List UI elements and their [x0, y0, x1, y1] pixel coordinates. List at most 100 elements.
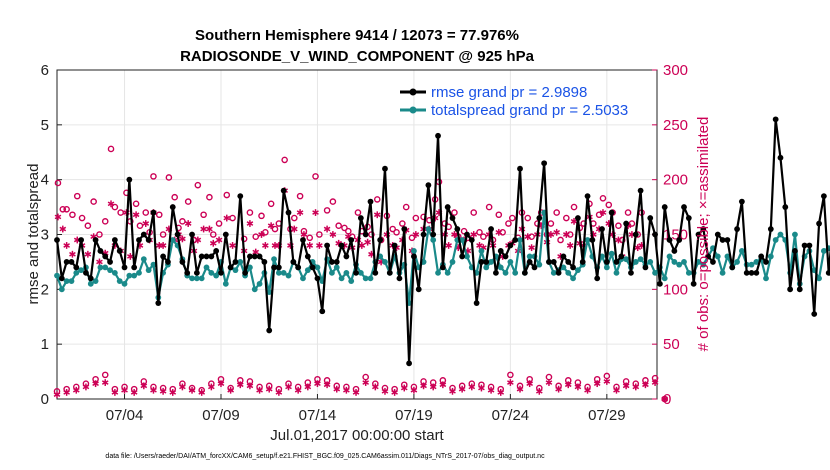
- rmse-point: [618, 253, 625, 260]
- totalspread-point: [767, 253, 774, 260]
- totalspread-point: [58, 286, 65, 293]
- rmse-point: [174, 231, 181, 238]
- obs-assimilated-stroke: [458, 386, 466, 392]
- rmse-point: [338, 242, 345, 249]
- totalspread-point: [382, 259, 388, 265]
- obs-assimilated-marker: [96, 258, 103, 266]
- rmse-point: [382, 165, 388, 172]
- obs-assimilated-stroke: [439, 382, 447, 388]
- obs-possible-marker: [78, 214, 86, 222]
- obs-possible-marker: [476, 229, 483, 236]
- obs-possible-marker: [534, 220, 541, 227]
- obs-assimilated-marker: [545, 379, 553, 386]
- obs-assimilated-marker: [63, 389, 70, 396]
- rmse-point: [782, 204, 789, 210]
- obs-assimilated-marker: [296, 209, 304, 216]
- rmse-point: [126, 176, 133, 183]
- obs-assimilated-marker: [343, 386, 350, 394]
- totalspread-point: [256, 280, 263, 287]
- totalspread-point: [237, 259, 244, 265]
- obs-assimilated-stroke: [90, 234, 97, 240]
- rmse-point: [473, 300, 480, 306]
- y-right-tick-label: 300: [663, 62, 688, 79]
- obs-assimilated-marker: [615, 236, 622, 244]
- rmse-point: [193, 269, 200, 276]
- rmse-point: [507, 242, 514, 249]
- obs-assimilated-stroke: [121, 387, 128, 393]
- rmse-point: [78, 237, 85, 243]
- obs-possible-marker: [480, 233, 487, 240]
- y-right-tick-label: 100: [663, 281, 688, 298]
- obs-assimilated-stroke: [252, 249, 260, 255]
- totalspread-point: [116, 278, 123, 285]
- rmse-series: [54, 116, 830, 367]
- obs-possible-marker: [399, 220, 406, 227]
- obs-possible-marker: [96, 231, 103, 238]
- rmse-point: [700, 226, 707, 232]
- totalspread-point: [777, 231, 784, 238]
- x-tick-label: 07/29: [588, 407, 626, 424]
- obs-assimilated-marker: [391, 389, 398, 396]
- obs-assimilated-stroke: [470, 232, 478, 237]
- rmse-point: [444, 204, 451, 210]
- obs-possible-marker: [563, 214, 570, 222]
- rmse-point: [497, 248, 504, 254]
- rmse-point: [343, 253, 350, 260]
- obs-possible-marker: [281, 156, 288, 164]
- rmse-point: [372, 269, 379, 276]
- obs-assimilated-marker: [267, 222, 275, 230]
- rmse-point: [261, 259, 268, 265]
- obs-possible-marker: [59, 205, 67, 213]
- totalspread-point: [367, 275, 374, 282]
- totalspread-point: [502, 269, 509, 276]
- totalspread-point: [565, 269, 572, 276]
- obs-assimilated-stroke: [562, 232, 570, 237]
- rmse-point: [512, 237, 519, 243]
- obs-assimilated-marker: [246, 220, 254, 227]
- totalspread-point: [623, 256, 630, 263]
- obs-possible-marker: [505, 220, 512, 227]
- obs-assimilated-stroke: [188, 387, 196, 393]
- obs-assimilated-marker: [603, 378, 611, 385]
- obs-assimilated-stroke: [593, 381, 601, 386]
- rmse-point: [357, 215, 364, 221]
- obs-assimilated-marker: [294, 386, 302, 394]
- x-tick-label: 07/14: [299, 407, 337, 424]
- totalspread-point: [247, 264, 253, 271]
- rmse-point: [184, 269, 191, 276]
- rmse-point: [324, 242, 330, 249]
- obs-assimilated-marker: [188, 386, 196, 394]
- obs-assimilated-stroke: [412, 232, 420, 237]
- obs-assimilated-marker: [495, 228, 503, 236]
- obs-assimilated-marker: [410, 386, 418, 394]
- rmse-point: [488, 226, 494, 232]
- rmse-point: [256, 253, 263, 260]
- rmse-point: [155, 300, 162, 306]
- obs-possible-marker: [150, 173, 157, 180]
- x-tick-label: 07/24: [492, 407, 530, 424]
- rmse-point: [73, 264, 80, 271]
- obs-assimilated-stroke: [265, 386, 273, 392]
- obs-assimilated-stroke: [82, 384, 90, 390]
- x-tick-label: 07/19: [395, 407, 433, 424]
- totalspread-point: [121, 280, 128, 287]
- obs-possible-marker: [341, 224, 348, 232]
- rmse-point: [748, 269, 755, 276]
- totalspread-point: [314, 264, 321, 271]
- rmse-point: [714, 231, 721, 238]
- obs-assimilated-marker: [364, 238, 371, 246]
- rmse-point: [145, 237, 152, 243]
- obs-assimilated-marker: [179, 383, 186, 391]
- rmse-point: [333, 259, 340, 265]
- obs-possible-marker: [485, 203, 493, 211]
- rmse-point: [54, 237, 60, 243]
- obs-assimilated-stroke: [262, 243, 269, 248]
- rmse-point: [681, 204, 687, 210]
- rmse-point: [396, 275, 403, 282]
- obs-assimilated-marker: [564, 381, 572, 389]
- totalspread-point: [681, 259, 687, 265]
- obs-assimilated-marker: [632, 383, 640, 391]
- y-right-tick-label: 250: [663, 117, 688, 134]
- totalspread-point: [714, 253, 721, 260]
- obs-assimilated-marker: [290, 225, 298, 233]
